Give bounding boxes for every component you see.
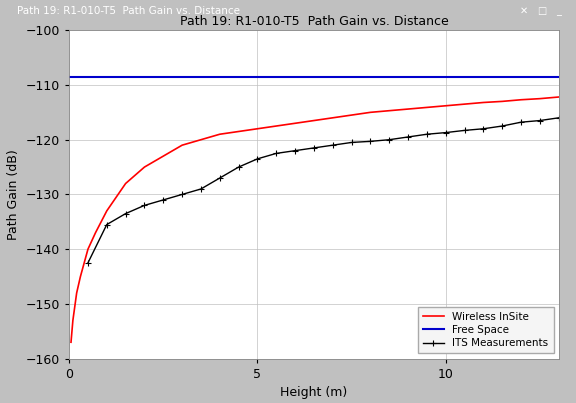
Text: Path 19: R1-010-T5  Path Gain vs. Distance: Path 19: R1-010-T5 Path Gain vs. Distanc… xyxy=(17,6,240,16)
ITS Measurements xyxy=(198,187,204,191)
ITS Measurements xyxy=(103,222,110,227)
Wireless InSite xyxy=(122,181,129,186)
Wireless InSite xyxy=(273,124,280,129)
ITS Measurements xyxy=(310,145,317,150)
Free Space xyxy=(103,74,110,79)
ITS Measurements xyxy=(217,176,223,181)
Wireless InSite xyxy=(77,274,84,279)
Free Space xyxy=(66,74,73,79)
Wireless InSite xyxy=(179,143,185,147)
Wireless InSite xyxy=(73,291,80,295)
Wireless InSite xyxy=(499,99,506,104)
Wireless InSite xyxy=(235,129,242,134)
ITS Measurements xyxy=(85,260,92,265)
Legend: Wireless InSite, Free Space, ITS Measurements: Wireless InSite, Free Space, ITS Measure… xyxy=(418,307,554,353)
Text: ✕: ✕ xyxy=(520,6,528,16)
Text: _: _ xyxy=(556,6,561,16)
ITS Measurements xyxy=(386,137,393,142)
Wireless InSite xyxy=(291,121,298,126)
X-axis label: Height (m): Height (m) xyxy=(281,386,347,399)
Title: Path 19: R1-010-T5  Path Gain vs. Distance: Path 19: R1-010-T5 Path Gain vs. Distanc… xyxy=(180,15,448,28)
Wireless InSite xyxy=(348,113,355,118)
Wireless InSite xyxy=(160,154,166,158)
ITS Measurements xyxy=(291,148,298,153)
Wireless InSite xyxy=(423,105,430,110)
Wireless InSite xyxy=(329,115,336,120)
ITS Measurements xyxy=(122,211,129,216)
Wireless InSite xyxy=(198,137,204,142)
Wireless InSite xyxy=(254,127,261,131)
Wireless InSite xyxy=(386,108,393,113)
ITS Measurements xyxy=(442,130,449,135)
Wireless InSite xyxy=(103,208,110,213)
Wireless InSite xyxy=(442,103,449,108)
Wireless InSite xyxy=(217,132,223,137)
Wireless InSite xyxy=(367,110,374,115)
ITS Measurements xyxy=(179,192,185,197)
ITS Measurements xyxy=(235,165,242,170)
Wireless InSite xyxy=(404,107,411,112)
Wireless InSite xyxy=(310,118,317,123)
ITS Measurements xyxy=(160,197,166,202)
ITS Measurements xyxy=(536,118,543,123)
Y-axis label: Path Gain (dB): Path Gain (dB) xyxy=(7,149,20,240)
ITS Measurements xyxy=(141,203,148,208)
Wireless InSite xyxy=(555,95,562,100)
ITS Measurements xyxy=(404,135,411,139)
Wireless InSite xyxy=(480,100,487,105)
Wireless InSite xyxy=(536,96,543,101)
ITS Measurements xyxy=(518,120,525,125)
Wireless InSite xyxy=(141,165,148,170)
ITS Measurements xyxy=(555,115,562,120)
Wireless InSite xyxy=(518,98,525,102)
ITS Measurements xyxy=(499,124,506,129)
Text: □: □ xyxy=(537,6,546,16)
Wireless InSite xyxy=(85,247,92,251)
Line: Wireless InSite: Wireless InSite xyxy=(71,97,559,342)
ITS Measurements xyxy=(348,140,355,145)
ITS Measurements xyxy=(461,128,468,133)
ITS Measurements xyxy=(480,127,487,131)
ITS Measurements xyxy=(329,143,336,147)
ITS Measurements xyxy=(367,139,374,144)
ITS Measurements xyxy=(423,132,430,137)
Line: ITS Measurements: ITS Measurements xyxy=(85,115,562,266)
Wireless InSite xyxy=(461,102,468,106)
ITS Measurements xyxy=(254,156,261,161)
Wireless InSite xyxy=(70,318,77,323)
ITS Measurements xyxy=(273,151,280,156)
Wireless InSite xyxy=(67,340,74,345)
Wireless InSite xyxy=(92,231,99,235)
